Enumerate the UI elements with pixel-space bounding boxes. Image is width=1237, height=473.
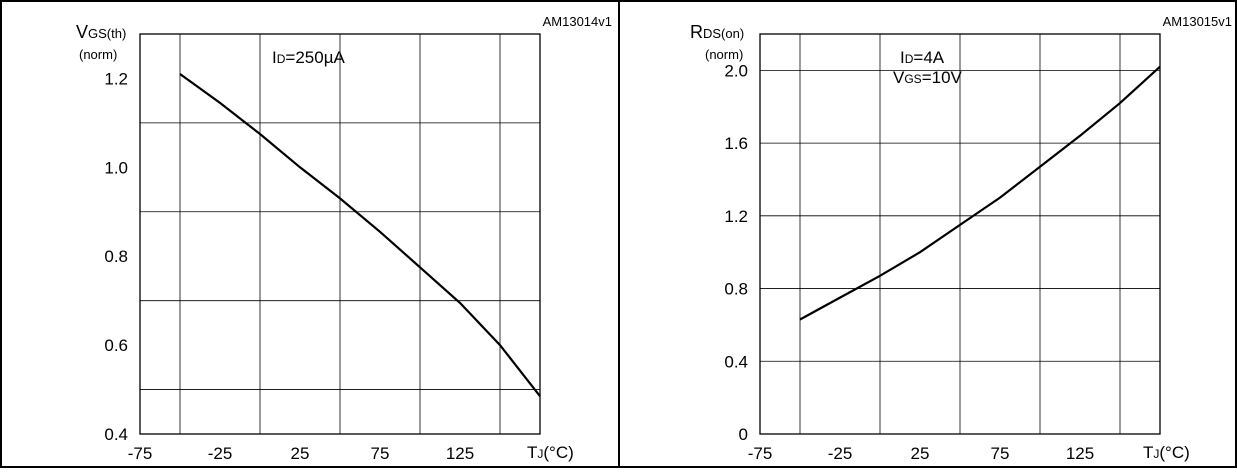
annotation-right-2: VGS=10V [893, 68, 963, 87]
annotation-left-1-rest: =250µA [285, 48, 345, 67]
y-tick-label-right: 0.8 [724, 280, 748, 299]
y-tick-label-left: 0.4 [104, 425, 128, 444]
x-axis-label-main-right: T [1143, 443, 1153, 462]
grid-lines-left [140, 33, 540, 434]
y-axis-unit-left: (norm) [79, 47, 117, 62]
x-tick-label-right: 125 [1066, 444, 1094, 463]
y-tick-label-left: 0.8 [104, 247, 128, 266]
grid-lines-right [760, 34, 1160, 434]
x-tick-label-left: 25 [291, 444, 310, 463]
x-tick-label-right: -75 [748, 444, 773, 463]
plot-frame-right [759, 33, 1161, 435]
x-tick-label-right: 75 [991, 444, 1010, 463]
y-tick-label-right: 0.4 [724, 352, 748, 371]
annotation-left-1-main: I [272, 48, 277, 67]
annotation-right-2-rest: =10V [922, 68, 963, 87]
annotation-right-2-sub: GS [904, 72, 921, 86]
y-tick-label-left: 0.6 [104, 336, 128, 355]
vgs-curve [179, 73, 541, 397]
y-axis-label-sub-right: DS(on) [703, 26, 744, 41]
y-tick-label-right: 1.2 [724, 207, 748, 226]
x-axis-label-left: TJ(°C) [527, 443, 574, 462]
y-tick-label-left: 1.2 [104, 69, 128, 88]
x-tick-label-left: -25 [208, 444, 233, 463]
x-axis-label-sub-left: J [537, 447, 543, 461]
annotation-right-1-sub: D [905, 52, 914, 66]
annotation-right-1: ID=4A [900, 48, 945, 67]
x-axis-label-sub-right: J [1153, 447, 1159, 461]
tick-labels-right: 0 0.4 0.8 1.2 1.6 2.0 -75 -25 25 75 125 [724, 61, 1094, 463]
x-tick-label-right: -25 [828, 444, 853, 463]
annotation-left-1: ID=250µA [272, 48, 345, 67]
rds-curve [799, 65, 1161, 321]
figure-id-right: AM13015v1 [1163, 14, 1232, 29]
y-tick-label-left: 1.0 [104, 158, 128, 177]
y-tick-label-right: 1.6 [724, 134, 748, 153]
y-axis-label-left: VGS(th) [76, 22, 126, 42]
x-axis-label-unit-right: (°C) [1159, 443, 1189, 462]
y-axis-label-main-left: V [76, 22, 88, 42]
y-axis-label-sub-left: GS(th) [88, 26, 126, 41]
y-axis-label-main-right: R [690, 22, 703, 42]
annotation-left-1-sub: D [277, 52, 286, 66]
plot-frame-left [139, 33, 541, 435]
y-axis-label-right: RDS(on) [690, 22, 744, 42]
y-axis-unit-right: (norm) [705, 47, 743, 62]
figure-id-left: AM13014v1 [543, 14, 612, 29]
x-tick-label-left: 75 [371, 444, 390, 463]
x-axis-label-right: TJ(°C) [1143, 443, 1190, 462]
chart-vgs-threshold: 0.4 0.6 0.8 1.0 1.2 -75 -25 25 75 125 AM13014v1 V… [76, 14, 612, 463]
annotation-right-1-rest: =4A [913, 48, 944, 67]
y-tick-label-right: 0 [739, 425, 748, 444]
x-tick-label-right: 25 [911, 444, 930, 463]
tick-labels-left: 0.4 0.6 0.8 1.0 1.2 -75 -25 25 75 125 [104, 69, 474, 463]
x-axis-label-main-left: T [527, 443, 537, 462]
annotation-right-1-main: I [900, 48, 905, 67]
x-axis-label-unit-left: (°C) [543, 443, 573, 462]
x-tick-label-left: -75 [128, 444, 153, 463]
chart-rds-on: 00.40.81.21.62.0-75 -25 25 75 125 AM13015v1 … [690, 14, 1232, 463]
annotation-right-2-main: V [893, 68, 905, 87]
x-tick-label-left: 125 [446, 444, 474, 463]
y-tick-label-right: 2.0 [724, 61, 748, 80]
